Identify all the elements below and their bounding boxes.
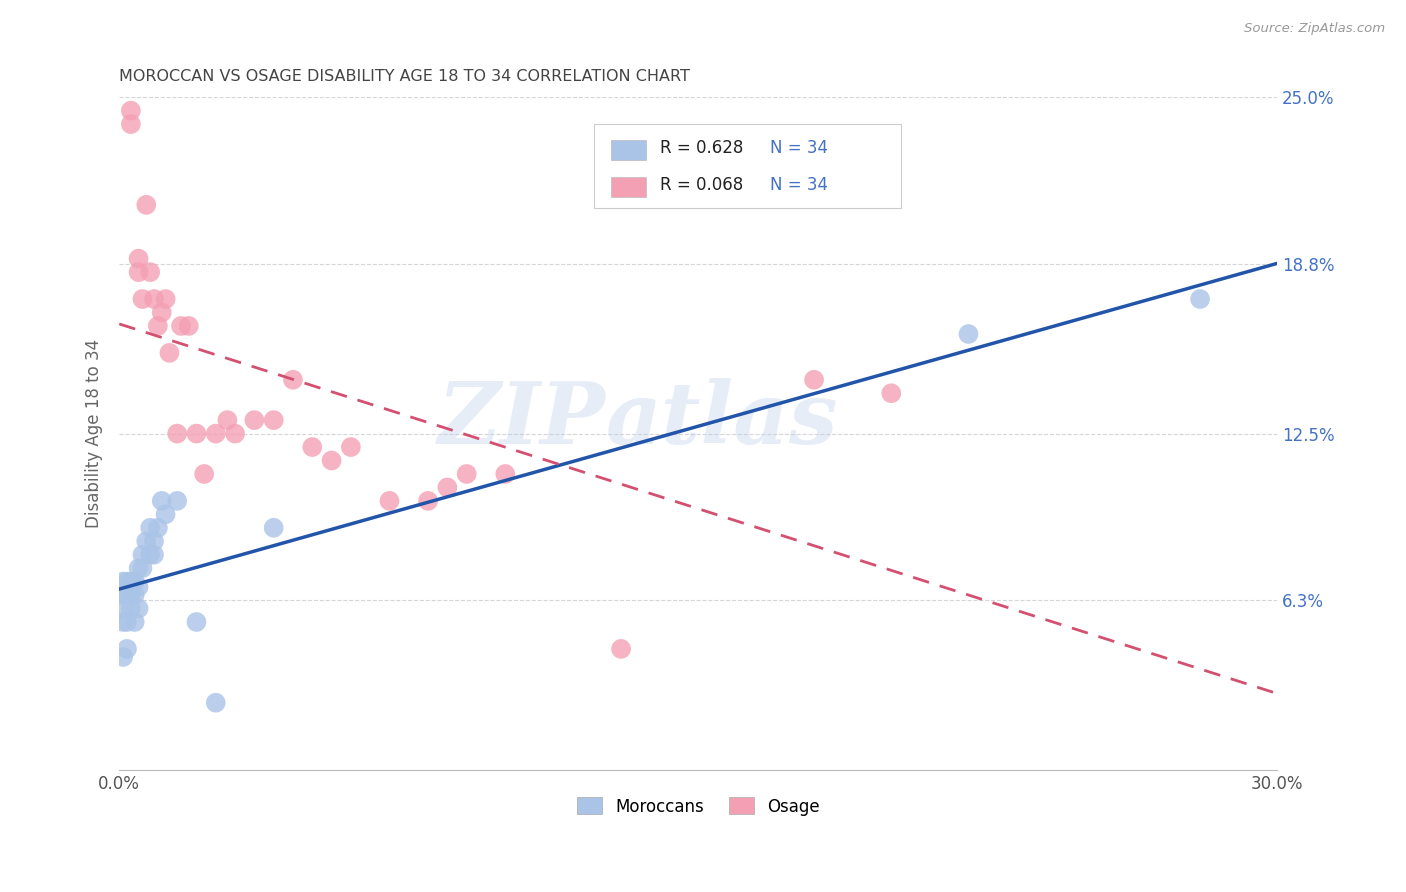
Point: [494, 467, 516, 481]
Text: atlas: atlas: [606, 378, 838, 462]
Text: ZIP: ZIP: [437, 378, 606, 462]
Point: [135, 534, 157, 549]
Point: [204, 426, 226, 441]
Point: [204, 696, 226, 710]
Point: [610, 641, 633, 656]
Point: [159, 346, 181, 360]
Point: [170, 318, 193, 333]
Point: [128, 265, 150, 279]
Point: [880, 386, 903, 401]
Point: [456, 467, 478, 481]
Point: [243, 413, 266, 427]
Point: [340, 440, 363, 454]
Point: [115, 574, 138, 589]
Point: [155, 508, 177, 522]
Point: [143, 534, 166, 549]
Point: [378, 494, 401, 508]
FancyBboxPatch shape: [612, 139, 647, 160]
Point: [150, 494, 173, 508]
Point: [436, 480, 458, 494]
Point: [146, 521, 169, 535]
Text: Source: ZipAtlas.com: Source: ZipAtlas.com: [1244, 22, 1385, 36]
Text: R = 0.068: R = 0.068: [659, 176, 754, 194]
Point: [193, 467, 215, 481]
Text: R = 0.628: R = 0.628: [659, 138, 754, 157]
Point: [128, 601, 150, 615]
Point: [177, 318, 200, 333]
Point: [803, 373, 825, 387]
Point: [112, 574, 135, 589]
Point: [135, 198, 157, 212]
Legend: Moroccans, Osage: Moroccans, Osage: [569, 790, 827, 822]
Point: [301, 440, 323, 454]
Point: [115, 588, 138, 602]
Point: [131, 548, 153, 562]
Point: [139, 265, 162, 279]
Point: [112, 588, 135, 602]
Point: [146, 318, 169, 333]
Point: [281, 373, 304, 387]
Point: [321, 453, 343, 467]
Point: [115, 641, 138, 656]
Point: [224, 426, 246, 441]
Point: [166, 426, 188, 441]
Point: [155, 292, 177, 306]
Point: [263, 413, 285, 427]
Point: [186, 615, 208, 629]
Point: [263, 521, 285, 535]
Text: MOROCCAN VS OSAGE DISABILITY AGE 18 TO 34 CORRELATION CHART: MOROCCAN VS OSAGE DISABILITY AGE 18 TO 3…: [120, 69, 690, 84]
Point: [150, 305, 173, 319]
Point: [416, 494, 439, 508]
Text: N = 34: N = 34: [770, 176, 828, 194]
Point: [124, 615, 146, 629]
Point: [124, 588, 146, 602]
Point: [115, 615, 138, 629]
Point: [120, 588, 142, 602]
Point: [957, 326, 980, 341]
Point: [120, 574, 142, 589]
Point: [143, 292, 166, 306]
Point: [128, 561, 150, 575]
Point: [139, 548, 162, 562]
Point: [120, 601, 142, 615]
Point: [112, 601, 135, 615]
Point: [128, 580, 150, 594]
Point: [186, 426, 208, 441]
Point: [131, 561, 153, 575]
Point: [217, 413, 239, 427]
Point: [139, 521, 162, 535]
Point: [112, 650, 135, 665]
FancyBboxPatch shape: [612, 177, 647, 197]
Y-axis label: Disability Age 18 to 34: Disability Age 18 to 34: [86, 339, 103, 528]
Point: [128, 252, 150, 266]
Point: [131, 292, 153, 306]
FancyBboxPatch shape: [595, 124, 901, 208]
Point: [120, 117, 142, 131]
Point: [143, 548, 166, 562]
Point: [124, 574, 146, 589]
Point: [120, 103, 142, 118]
Point: [1189, 292, 1212, 306]
Point: [166, 494, 188, 508]
Point: [112, 615, 135, 629]
Text: N = 34: N = 34: [770, 138, 828, 157]
